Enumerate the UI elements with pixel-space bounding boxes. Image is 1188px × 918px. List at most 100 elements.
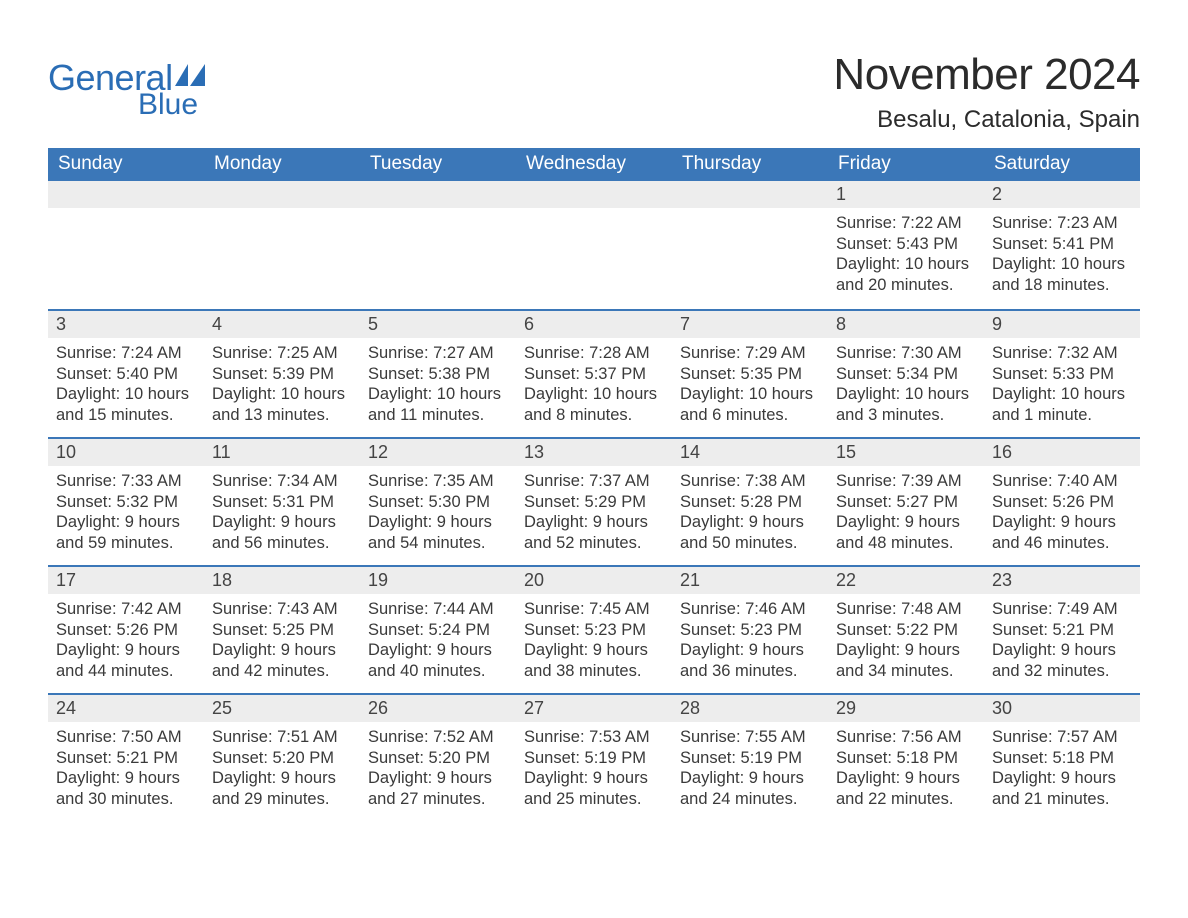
sunrise-line: Sunrise: 7:22 AM xyxy=(836,213,976,234)
sunrise-line: Sunrise: 7:56 AM xyxy=(836,727,976,748)
day-number: 12 xyxy=(360,437,516,466)
day-number: 25 xyxy=(204,693,360,722)
day-number: 2 xyxy=(984,181,1140,208)
day-details: Sunrise: 7:23 AMSunset: 5:41 PMDaylight:… xyxy=(984,208,1140,300)
sunrise-line: Sunrise: 7:45 AM xyxy=(524,599,664,620)
day-number: 23 xyxy=(984,565,1140,594)
day-details: Sunrise: 7:27 AMSunset: 5:38 PMDaylight:… xyxy=(360,338,516,430)
day-number: 24 xyxy=(48,693,204,722)
calendar-cell: 9Sunrise: 7:32 AMSunset: 5:33 PMDaylight… xyxy=(984,309,1140,437)
sunset-line: Sunset: 5:38 PM xyxy=(368,364,508,385)
sunrise-line: Sunrise: 7:27 AM xyxy=(368,343,508,364)
sunset-line: Sunset: 5:37 PM xyxy=(524,364,664,385)
day-details: Sunrise: 7:49 AMSunset: 5:21 PMDaylight:… xyxy=(984,594,1140,686)
calendar-cell: 1Sunrise: 7:22 AMSunset: 5:43 PMDaylight… xyxy=(828,181,984,309)
calendar-cell: 17Sunrise: 7:42 AMSunset: 5:26 PMDayligh… xyxy=(48,565,204,693)
calendar-cell: 18Sunrise: 7:43 AMSunset: 5:25 PMDayligh… xyxy=(204,565,360,693)
day-details: Sunrise: 7:39 AMSunset: 5:27 PMDaylight:… xyxy=(828,466,984,558)
day-details: Sunrise: 7:22 AMSunset: 5:43 PMDaylight:… xyxy=(828,208,984,300)
sunrise-line: Sunrise: 7:51 AM xyxy=(212,727,352,748)
day-details: Sunrise: 7:55 AMSunset: 5:19 PMDaylight:… xyxy=(672,722,828,814)
sunrise-line: Sunrise: 7:44 AM xyxy=(368,599,508,620)
calendar-cell: 28Sunrise: 7:55 AMSunset: 5:19 PMDayligh… xyxy=(672,693,828,821)
daylight-line: Daylight: 9 hours and 38 minutes. xyxy=(524,640,664,681)
sunset-line: Sunset: 5:32 PM xyxy=(56,492,196,513)
calendar-cell: 19Sunrise: 7:44 AMSunset: 5:24 PMDayligh… xyxy=(360,565,516,693)
sunset-line: Sunset: 5:19 PM xyxy=(680,748,820,769)
sunset-line: Sunset: 5:35 PM xyxy=(680,364,820,385)
sunrise-line: Sunrise: 7:32 AM xyxy=(992,343,1132,364)
daylight-line: Daylight: 9 hours and 32 minutes. xyxy=(992,640,1132,681)
daylight-line: Daylight: 9 hours and 56 minutes. xyxy=(212,512,352,553)
day-number: 10 xyxy=(48,437,204,466)
day-details: Sunrise: 7:40 AMSunset: 5:26 PMDaylight:… xyxy=(984,466,1140,558)
calendar-cell: 3Sunrise: 7:24 AMSunset: 5:40 PMDaylight… xyxy=(48,309,204,437)
day-number: 7 xyxy=(672,309,828,338)
weekday-header: Saturday xyxy=(984,148,1140,181)
daylight-line: Daylight: 10 hours and 13 minutes. xyxy=(212,384,352,425)
page-title: November 2024 xyxy=(833,50,1140,100)
calendar-cell: 8Sunrise: 7:30 AMSunset: 5:34 PMDaylight… xyxy=(828,309,984,437)
daylight-line: Daylight: 10 hours and 20 minutes. xyxy=(836,254,976,295)
calendar-cell: 22Sunrise: 7:48 AMSunset: 5:22 PMDayligh… xyxy=(828,565,984,693)
day-details: Sunrise: 7:57 AMSunset: 5:18 PMDaylight:… xyxy=(984,722,1140,814)
sunset-line: Sunset: 5:26 PM xyxy=(56,620,196,641)
calendar-cell: 10Sunrise: 7:33 AMSunset: 5:32 PMDayligh… xyxy=(48,437,204,565)
sunset-line: Sunset: 5:18 PM xyxy=(992,748,1132,769)
sunrise-line: Sunrise: 7:29 AM xyxy=(680,343,820,364)
day-number: 29 xyxy=(828,693,984,722)
calendar-cell: 6Sunrise: 7:28 AMSunset: 5:37 PMDaylight… xyxy=(516,309,672,437)
sunset-line: Sunset: 5:26 PM xyxy=(992,492,1132,513)
calendar-table: SundayMondayTuesdayWednesdayThursdayFrid… xyxy=(48,148,1140,821)
calendar-cell xyxy=(204,181,360,309)
calendar-cell: 12Sunrise: 7:35 AMSunset: 5:30 PMDayligh… xyxy=(360,437,516,565)
sunset-line: Sunset: 5:33 PM xyxy=(992,364,1132,385)
day-number: 3 xyxy=(48,309,204,338)
header: General Blue November 2024 Besalu, Catal… xyxy=(48,30,1140,134)
sunset-line: Sunset: 5:25 PM xyxy=(212,620,352,641)
day-number: 9 xyxy=(984,309,1140,338)
sunrise-line: Sunrise: 7:53 AM xyxy=(524,727,664,748)
calendar-cell: 20Sunrise: 7:45 AMSunset: 5:23 PMDayligh… xyxy=(516,565,672,693)
day-number: 17 xyxy=(48,565,204,594)
day-details: Sunrise: 7:50 AMSunset: 5:21 PMDaylight:… xyxy=(48,722,204,814)
sunset-line: Sunset: 5:30 PM xyxy=(368,492,508,513)
day-number: 6 xyxy=(516,309,672,338)
calendar-cell: 16Sunrise: 7:40 AMSunset: 5:26 PMDayligh… xyxy=(984,437,1140,565)
sunset-line: Sunset: 5:18 PM xyxy=(836,748,976,769)
sunset-line: Sunset: 5:23 PM xyxy=(680,620,820,641)
location: Besalu, Catalonia, Spain xyxy=(833,106,1140,134)
day-number: 20 xyxy=(516,565,672,594)
day-details: Sunrise: 7:33 AMSunset: 5:32 PMDaylight:… xyxy=(48,466,204,558)
calendar-cell: 21Sunrise: 7:46 AMSunset: 5:23 PMDayligh… xyxy=(672,565,828,693)
sunrise-line: Sunrise: 7:33 AM xyxy=(56,471,196,492)
sunset-line: Sunset: 5:28 PM xyxy=(680,492,820,513)
sunset-line: Sunset: 5:20 PM xyxy=(212,748,352,769)
daylight-line: Daylight: 9 hours and 36 minutes. xyxy=(680,640,820,681)
sunset-line: Sunset: 5:29 PM xyxy=(524,492,664,513)
sunrise-line: Sunrise: 7:23 AM xyxy=(992,213,1132,234)
daylight-line: Daylight: 9 hours and 21 minutes. xyxy=(992,768,1132,809)
sunset-line: Sunset: 5:34 PM xyxy=(836,364,976,385)
day-details: Sunrise: 7:48 AMSunset: 5:22 PMDaylight:… xyxy=(828,594,984,686)
sunrise-line: Sunrise: 7:42 AM xyxy=(56,599,196,620)
calendar-week-row: 3Sunrise: 7:24 AMSunset: 5:40 PMDaylight… xyxy=(48,309,1140,437)
day-number: 19 xyxy=(360,565,516,594)
daylight-line: Daylight: 9 hours and 54 minutes. xyxy=(368,512,508,553)
weekday-header-row: SundayMondayTuesdayWednesdayThursdayFrid… xyxy=(48,148,1140,181)
day-details: Sunrise: 7:43 AMSunset: 5:25 PMDaylight:… xyxy=(204,594,360,686)
calendar-cell: 24Sunrise: 7:50 AMSunset: 5:21 PMDayligh… xyxy=(48,693,204,821)
calendar-week-row: 24Sunrise: 7:50 AMSunset: 5:21 PMDayligh… xyxy=(48,693,1140,821)
sunset-line: Sunset: 5:19 PM xyxy=(524,748,664,769)
sunrise-line: Sunrise: 7:57 AM xyxy=(992,727,1132,748)
day-number: 21 xyxy=(672,565,828,594)
sunrise-line: Sunrise: 7:39 AM xyxy=(836,471,976,492)
day-details: Sunrise: 7:42 AMSunset: 5:26 PMDaylight:… xyxy=(48,594,204,686)
day-details: Sunrise: 7:37 AMSunset: 5:29 PMDaylight:… xyxy=(516,466,672,558)
day-details: Sunrise: 7:53 AMSunset: 5:19 PMDaylight:… xyxy=(516,722,672,814)
calendar-cell xyxy=(516,181,672,309)
sunset-line: Sunset: 5:21 PM xyxy=(992,620,1132,641)
calendar-cell: 4Sunrise: 7:25 AMSunset: 5:39 PMDaylight… xyxy=(204,309,360,437)
weekday-header: Thursday xyxy=(672,148,828,181)
sunset-line: Sunset: 5:22 PM xyxy=(836,620,976,641)
